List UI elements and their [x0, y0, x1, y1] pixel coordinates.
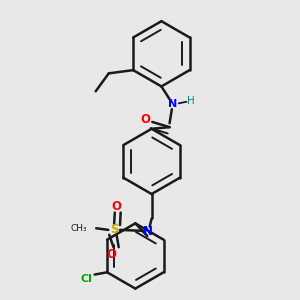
- Text: N: N: [143, 225, 153, 238]
- Text: S: S: [110, 224, 118, 236]
- Text: O: O: [112, 200, 122, 213]
- Text: O: O: [106, 248, 116, 261]
- Text: CH₃: CH₃: [70, 224, 87, 233]
- Text: O: O: [140, 112, 150, 125]
- Text: H: H: [187, 96, 195, 106]
- Text: Cl: Cl: [81, 274, 93, 284]
- Text: N: N: [168, 99, 178, 109]
